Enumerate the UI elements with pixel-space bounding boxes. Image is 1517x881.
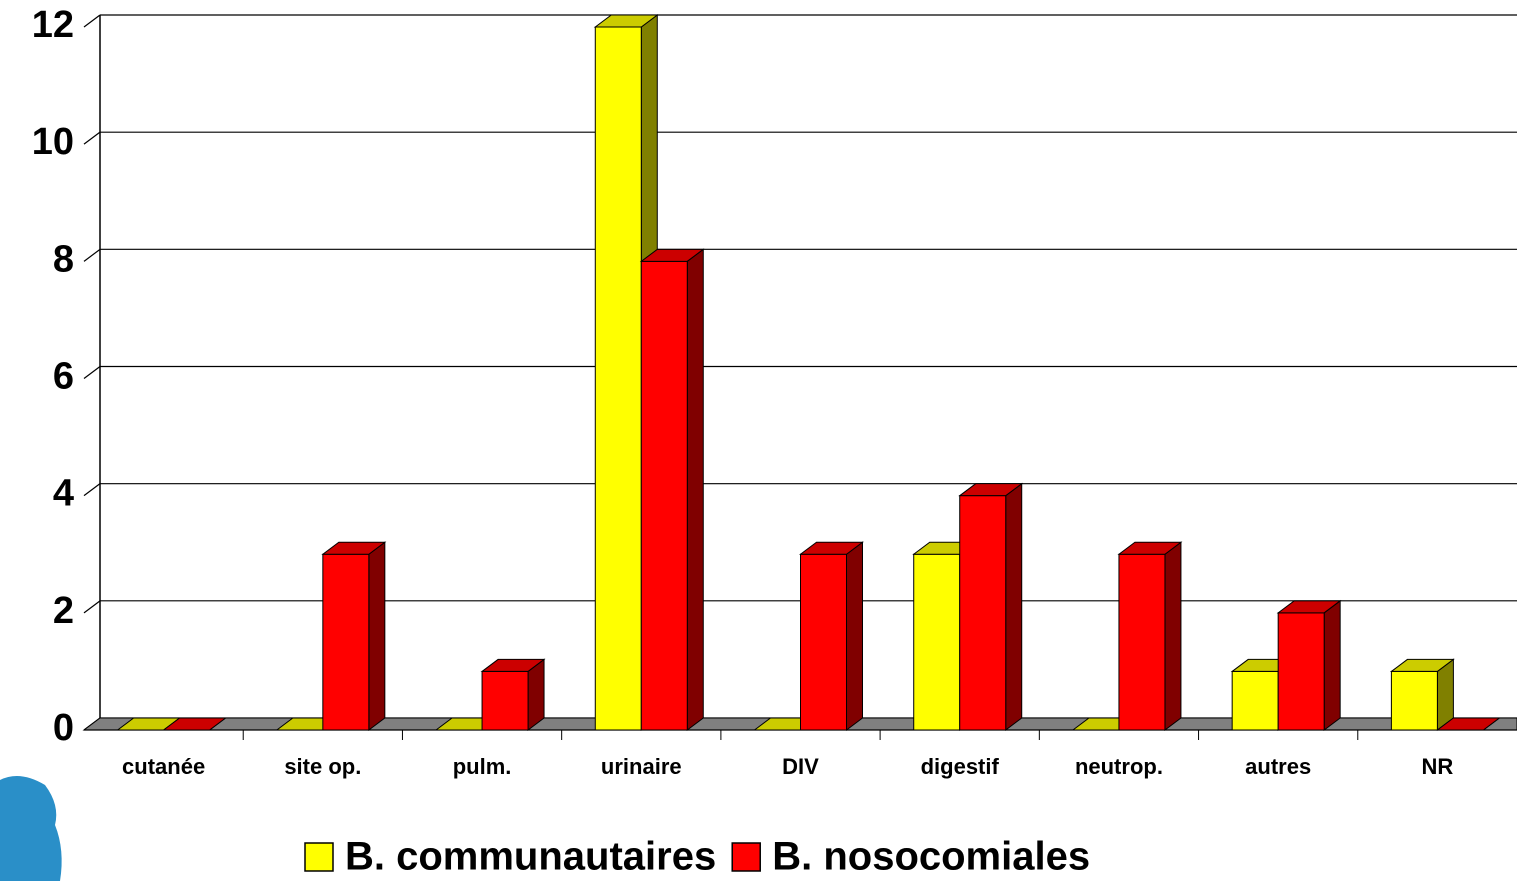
- tick-mark: [83, 366, 101, 379]
- tick-mark: [83, 131, 101, 145]
- x-tick-label: autres: [1245, 754, 1311, 779]
- bar: [1118, 553, 1166, 731]
- bar-top: [593, 14, 659, 28]
- bar: [481, 670, 529, 731]
- x-tick-label: pulm.: [453, 754, 512, 779]
- bar: [1277, 612, 1325, 731]
- map-fragment: [0, 776, 62, 881]
- x-tick-label: cutanée: [122, 754, 205, 779]
- bar: [800, 553, 847, 731]
- y-tick-label: 4: [53, 473, 74, 515]
- x-tick-label: urinaire: [601, 754, 682, 779]
- bar: [322, 553, 370, 731]
- bar-side: [686, 248, 704, 731]
- bar-side: [1323, 599, 1341, 731]
- bar: [959, 495, 1007, 731]
- bar-top: [639, 248, 705, 262]
- bar-side: [1005, 482, 1023, 731]
- x-tick-label: digestif: [921, 754, 1000, 779]
- bar: [913, 553, 961, 731]
- tick-mark: [83, 483, 101, 497]
- bar-top: [799, 541, 864, 555]
- legend-label: B. communautaires: [345, 835, 716, 879]
- bar-side: [1164, 541, 1182, 731]
- bar-side: [368, 541, 386, 731]
- bar-top: [1435, 717, 1501, 731]
- x-tick-label: neutrop.: [1075, 754, 1163, 779]
- tick-mark: [83, 248, 101, 262]
- bar: [1390, 670, 1438, 731]
- bar-top: [958, 483, 1024, 497]
- y-tick-label: 6: [53, 356, 74, 398]
- bar-top: [162, 717, 228, 731]
- legend-swatch: [304, 842, 334, 872]
- y-tick-label: 12: [32, 4, 74, 46]
- bar-side: [846, 541, 863, 731]
- bar-top: [480, 658, 546, 672]
- tick-mark: [83, 600, 101, 614]
- y-tick-label: 2: [53, 590, 74, 632]
- tick-mark: [83, 14, 101, 28]
- bar-top: [321, 541, 387, 555]
- bar-top: [1389, 658, 1455, 672]
- bar-top: [1117, 541, 1183, 555]
- bar-top: [1276, 600, 1342, 614]
- y-tick-label: 10: [32, 121, 74, 163]
- legend-label: B. nosocomiales: [772, 835, 1090, 879]
- bar: [1231, 670, 1279, 731]
- y-tick-label: 8: [53, 238, 74, 280]
- bar: [594, 26, 642, 731]
- x-tick-label: site op.: [284, 754, 361, 779]
- x-tick-label: NR: [1421, 754, 1453, 779]
- bar: [640, 260, 688, 731]
- x-tick-label: DIV: [782, 754, 819, 779]
- legend-swatch: [731, 842, 761, 872]
- y-tick-label: 0: [53, 707, 74, 749]
